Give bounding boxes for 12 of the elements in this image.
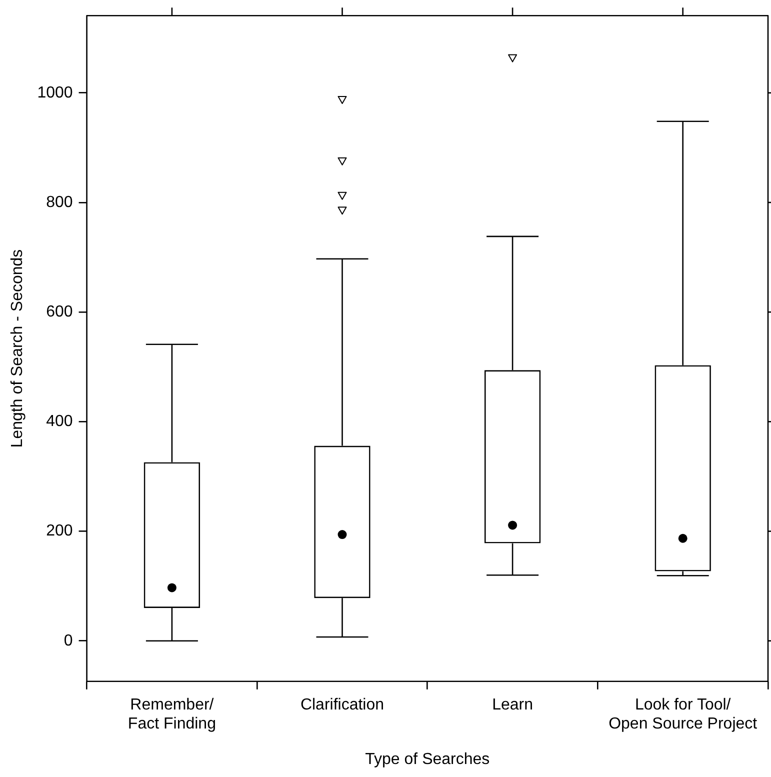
y-tick-label: 400 — [46, 413, 73, 430]
y-axis-title: Length of Search - Seconds — [9, 249, 26, 448]
y-tick-label: 600 — [46, 303, 73, 320]
y-tick-label: 0 — [64, 632, 73, 650]
x-tick-label: Learn — [492, 696, 534, 714]
x-tick-label: Remember/ Fact Finding — [128, 696, 216, 733]
y-tick-label: 800 — [46, 194, 73, 211]
x-axis-title: Type of Searches — [365, 750, 490, 768]
y-tick-label: 1000 — [37, 84, 73, 102]
y-tick-label: 200 — [46, 522, 73, 540]
x-tick-label: Look for Tool/ Open Source Project — [608, 696, 758, 733]
x-tick-label: Clarification — [300, 696, 384, 714]
